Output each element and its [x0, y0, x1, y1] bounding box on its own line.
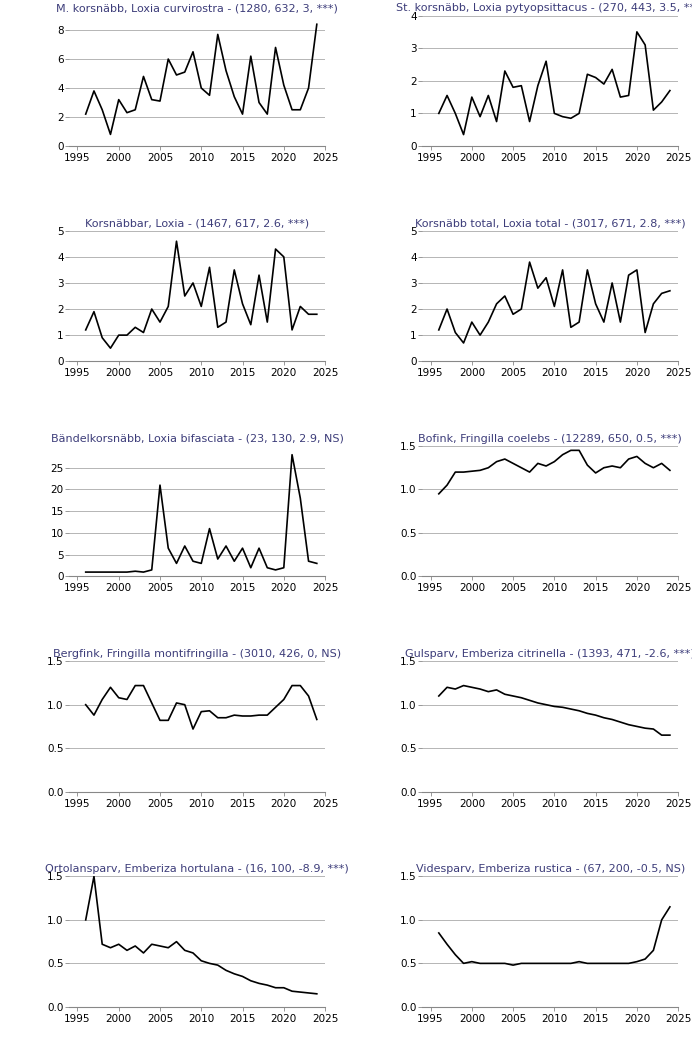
Title: M. korsnäbb, Loxia curvirostra - (1280, 632, 3, ***): M. korsnäbb, Loxia curvirostra - (1280, … [56, 3, 338, 13]
Title: Bofink, Fringilla coelebs - (12289, 650, 0.5, ***): Bofink, Fringilla coelebs - (12289, 650,… [419, 434, 682, 444]
Title: Korsnäbbar, Loxia - (1467, 617, 2.6, ***): Korsnäbbar, Loxia - (1467, 617, 2.6, ***… [85, 219, 309, 228]
Title: St. korsnäbb, Loxia pytyopsittacus - (270, 443, 3.5, ***): St. korsnäbb, Loxia pytyopsittacus - (27… [396, 3, 692, 13]
Title: Korsnäbb total, Loxia total - (3017, 671, 2.8, ***): Korsnäbb total, Loxia total - (3017, 671… [415, 219, 686, 228]
Title: Gulsparv, Emberiza citrinella - (1393, 471, -2.6, ***): Gulsparv, Emberiza citrinella - (1393, 4… [406, 649, 692, 659]
Title: Bändelkorsnäbb, Loxia bifasciata - (23, 130, 2.9, NS): Bändelkorsnäbb, Loxia bifasciata - (23, … [51, 434, 343, 444]
Title: Bergfink, Fringilla montifringilla - (3010, 426, 0, NS): Bergfink, Fringilla montifringilla - (30… [53, 649, 341, 659]
Title: Ortolansparv, Emberiza hortulana - (16, 100, -8.9, ***): Ortolansparv, Emberiza hortulana - (16, … [45, 865, 349, 874]
Title: Videsparv, Emberiza rustica - (67, 200, -0.5, NS): Videsparv, Emberiza rustica - (67, 200, … [416, 865, 685, 874]
